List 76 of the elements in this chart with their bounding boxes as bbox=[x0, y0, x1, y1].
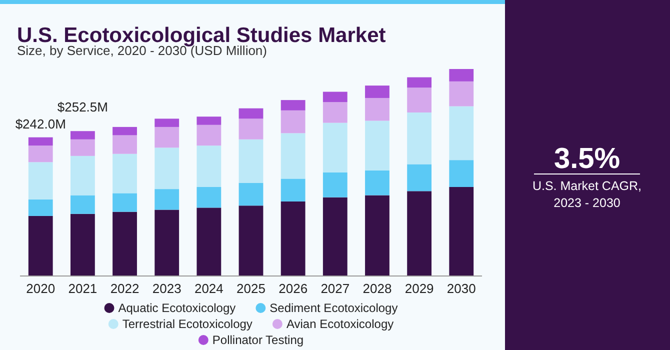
x-tick-label: 2021 bbox=[68, 281, 98, 296]
bar bbox=[70, 214, 95, 276]
x-tick-label: 2022 bbox=[110, 281, 140, 296]
bar bbox=[280, 201, 306, 276]
bar bbox=[449, 186, 474, 276]
bar bbox=[407, 164, 432, 192]
bar bbox=[322, 92, 348, 102]
bar bbox=[280, 178, 306, 202]
bar bbox=[238, 139, 264, 183]
x-tick-label: 2029 bbox=[404, 281, 434, 296]
bar bbox=[449, 81, 474, 106]
x-tick-label: 2023 bbox=[152, 281, 182, 296]
bar bbox=[112, 135, 137, 154]
bar bbox=[322, 172, 348, 198]
bar bbox=[196, 208, 222, 276]
text: 3.5% bbox=[554, 143, 620, 175]
bar bbox=[196, 186, 222, 208]
bar bbox=[365, 86, 390, 98]
legend-label: Aquatic Ecotoxicology bbox=[118, 301, 236, 315]
legend-label: Terrestrial Ecotoxicology bbox=[122, 317, 252, 331]
bar bbox=[154, 118, 180, 127]
bar bbox=[70, 139, 95, 156]
bar bbox=[196, 146, 222, 187]
bar bbox=[112, 212, 137, 276]
bar bbox=[112, 193, 137, 212]
bar bbox=[70, 131, 95, 140]
x-tick-label: 2030 bbox=[446, 281, 476, 296]
legend-label: Sediment Ecotoxicology bbox=[270, 301, 398, 315]
bar bbox=[28, 146, 53, 162]
bar bbox=[365, 170, 390, 196]
bar bbox=[28, 199, 53, 216]
bar bbox=[154, 148, 180, 190]
bar bbox=[28, 216, 53, 276]
bar bbox=[196, 124, 222, 146]
bar bbox=[238, 206, 264, 276]
bar bbox=[322, 197, 348, 276]
bar bbox=[322, 102, 348, 123]
x-tick-label: 2024 bbox=[194, 281, 224, 296]
legend-label: Pollinator Testing bbox=[212, 333, 304, 347]
bar bbox=[112, 126, 137, 136]
bar bbox=[154, 126, 180, 148]
bar bbox=[280, 110, 306, 134]
annotation: $242.0M bbox=[15, 116, 66, 132]
bar bbox=[407, 112, 432, 164]
chart-title: U.S. Ecotoxicological Studies Market bbox=[17, 24, 386, 47]
bar bbox=[280, 133, 306, 179]
x-tick-label: 2028 bbox=[362, 281, 392, 296]
bar bbox=[407, 77, 432, 88]
bar bbox=[449, 160, 474, 187]
bar bbox=[238, 118, 264, 140]
annotation: $252.5M bbox=[57, 99, 108, 114]
bar bbox=[238, 182, 264, 206]
bar bbox=[112, 154, 137, 194]
x-tick-label: 2027 bbox=[320, 281, 350, 296]
bar bbox=[154, 210, 180, 276]
bar bbox=[196, 116, 222, 125]
bar bbox=[154, 189, 180, 210]
bar bbox=[28, 162, 53, 200]
bar bbox=[28, 137, 53, 146]
bar bbox=[70, 195, 95, 214]
x-tick-label: 2020 bbox=[26, 281, 56, 296]
bar bbox=[365, 195, 390, 276]
bar bbox=[365, 98, 390, 121]
bar bbox=[407, 88, 432, 112]
bar bbox=[449, 69, 474, 82]
bar bbox=[322, 122, 348, 172]
legend-label: Avian Ecotoxicology bbox=[286, 317, 394, 331]
x-tick-label: 2025 bbox=[236, 281, 266, 296]
bar bbox=[70, 156, 95, 196]
text: U.S. Market CAGR, 2023 - 2030 bbox=[532, 179, 642, 210]
bar bbox=[365, 120, 390, 170]
bar bbox=[238, 108, 264, 119]
x-tick-label: 2026 bbox=[278, 281, 308, 296]
bar bbox=[407, 191, 432, 276]
bar bbox=[280, 100, 306, 110]
bar bbox=[449, 106, 474, 160]
